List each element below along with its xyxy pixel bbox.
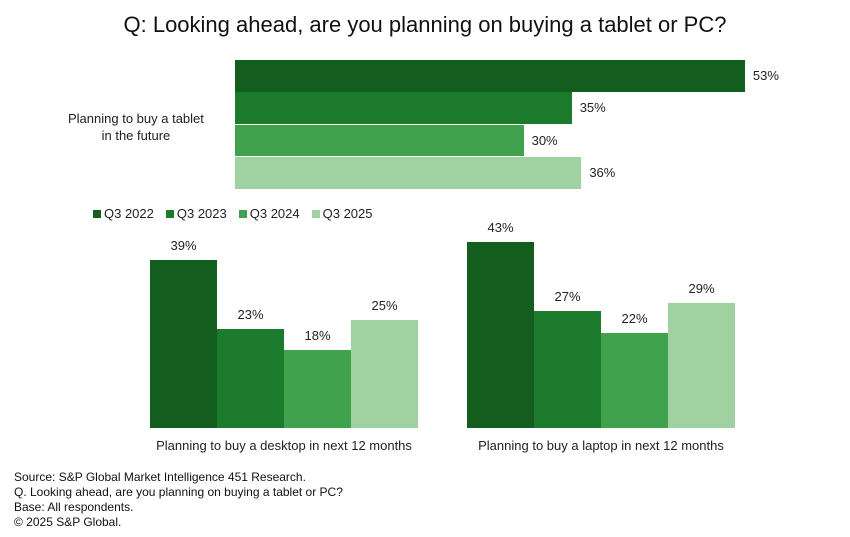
desktop-category-label: Planning to buy a desktop in next 12 mon… bbox=[156, 438, 412, 453]
bar-tablet-Q3-2022 bbox=[235, 60, 745, 92]
laptop-category-label: Planning to buy a laptop in next 12 mont… bbox=[478, 438, 724, 453]
legend: Q3 2022 Q3 2023 Q3 2024 Q3 2025 bbox=[93, 206, 373, 221]
bar-desktop-Q3-2022 bbox=[150, 259, 217, 428]
bar-laptop-Q3-2024 bbox=[601, 332, 668, 428]
chart-title: Q: Looking ahead, are you planning on bu… bbox=[123, 12, 727, 37]
footer-question: Q. Looking ahead, are you planning on bu… bbox=[14, 485, 343, 499]
data-label: 53% bbox=[752, 68, 779, 83]
data-label: 43% bbox=[487, 220, 514, 236]
bar-desktop-Q3-2023 bbox=[217, 328, 284, 428]
bar-tablet-Q3-2023 bbox=[235, 92, 572, 124]
bar-desktop-Q3-2024 bbox=[284, 350, 351, 428]
footer: Source: S&P Global Market Intelligence 4… bbox=[14, 470, 343, 530]
legend-label: Q3 2023 bbox=[176, 206, 227, 221]
data-label: 22% bbox=[621, 310, 648, 326]
data-label: 27% bbox=[554, 289, 581, 305]
legend-item: Q3 2025 bbox=[311, 206, 373, 221]
bar-laptop-Q3-2022 bbox=[467, 242, 534, 428]
legend-swatch bbox=[165, 210, 174, 218]
data-label: 39% bbox=[170, 237, 197, 253]
data-label: 35% bbox=[579, 100, 606, 116]
tablet-category-label: Planning to buy a tablet in the future bbox=[68, 111, 204, 143]
legend-item: Q3 2022 bbox=[93, 206, 154, 221]
data-label: 23% bbox=[237, 306, 264, 322]
legend-item: Q3 2024 bbox=[238, 206, 300, 221]
footer-source: Source: S&P Global Market Intelligence 4… bbox=[14, 470, 306, 484]
data-label: 29% bbox=[688, 280, 715, 296]
bar-desktop-Q3-2025 bbox=[351, 320, 418, 428]
legend-label: Q3 2022 bbox=[104, 206, 154, 221]
legend-label: Q3 2024 bbox=[249, 206, 300, 221]
bar-laptop-Q3-2023 bbox=[534, 311, 601, 428]
bar-tablet-Q3-2025 bbox=[235, 157, 582, 189]
data-label: 25% bbox=[371, 298, 398, 313]
legend-swatch bbox=[311, 210, 320, 218]
legend-swatch bbox=[238, 210, 247, 218]
bar-laptop-Q3-2025 bbox=[668, 302, 735, 428]
legend-swatch bbox=[93, 210, 101, 218]
data-label: 18% bbox=[304, 328, 331, 344]
legend-label: Q3 2025 bbox=[322, 206, 373, 221]
data-label: 30% bbox=[531, 132, 558, 148]
bar-tablet-Q3-2024 bbox=[235, 124, 524, 157]
footer-base: Base: All respondents. bbox=[14, 500, 134, 514]
data-label: 36% bbox=[589, 165, 616, 181]
legend-item: Q3 2023 bbox=[165, 206, 227, 221]
footer-copyright: © 2025 S&P Global. bbox=[14, 515, 122, 529]
